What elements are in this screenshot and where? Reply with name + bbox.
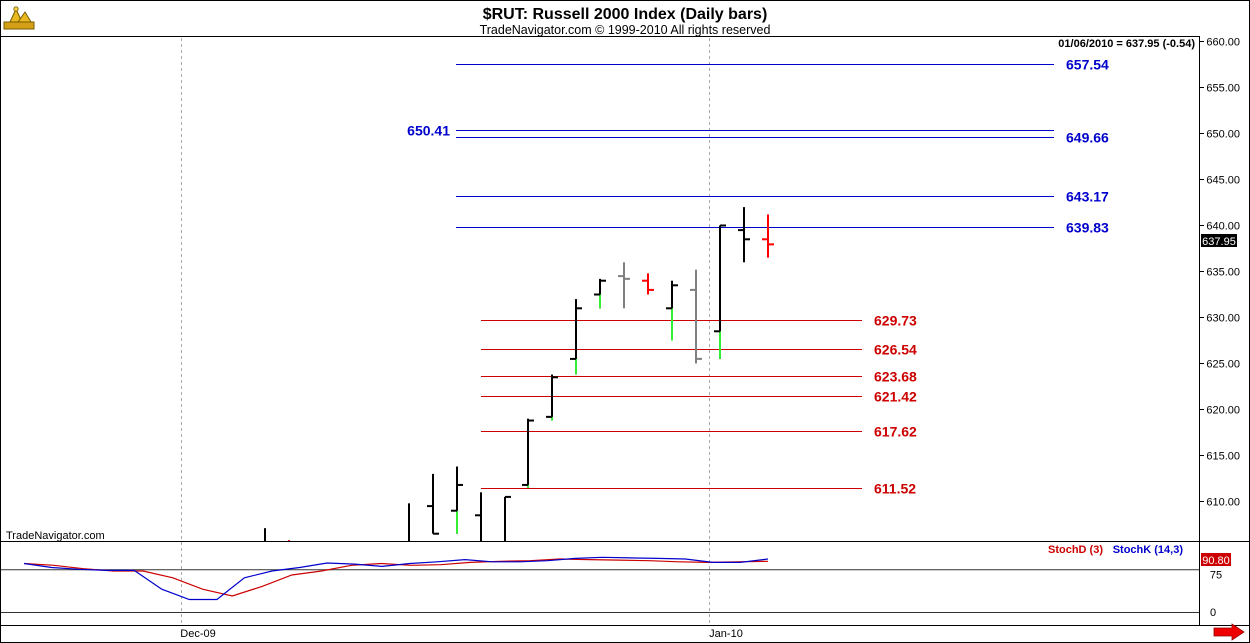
price-bar: [690, 269, 702, 364]
price-tick-label: 630.00: [1206, 313, 1240, 325]
price-bar: [738, 207, 750, 263]
stoch-tick-label: 0: [1210, 607, 1216, 619]
support-label: 629.73: [874, 313, 917, 329]
price-tick-label: 625.00: [1206, 359, 1240, 371]
last-quote-readout: 01/06/2010 = 637.95 (-0.54): [1058, 38, 1195, 50]
support-label: 611.52: [874, 481, 916, 497]
stoch-value-tag: [1201, 553, 1231, 566]
price-tick-label: 650.00: [1206, 129, 1240, 141]
price-bar: [427, 473, 439, 535]
stochastic-panel: 75 0: [1, 556, 1222, 619]
price-bar: [666, 280, 678, 341]
support-label: 623.68: [874, 369, 917, 385]
time-axis-labels: Dec-09 Jan-10: [180, 628, 743, 640]
price-bar: [504, 495, 511, 541]
resistance-label: 657.54: [1066, 57, 1109, 73]
stoch-tick-label: 75: [1210, 569, 1222, 581]
chart-subtitle: TradeNavigator.com © 1999-2010 All right…: [480, 23, 771, 37]
resistance-label: 650.41: [407, 123, 450, 139]
price-tick-label: 615.00: [1206, 451, 1240, 463]
price-tick-label: 645.00: [1206, 175, 1240, 187]
resistance-label: 639.83: [1066, 220, 1109, 236]
price-bar: [642, 273, 654, 295]
price-bar: [762, 214, 774, 258]
watermark-text: TradeNavigator.com: [6, 530, 105, 542]
price-levels: 657.54 650.41 649.66 643.17 639.83 629.73 626.…: [407, 57, 1109, 497]
chart-title: $RUT: Russell 2000 Index (Daily bars): [483, 6, 768, 23]
last-price-tag: [1201, 234, 1237, 247]
resistance-label: 649.66: [1066, 130, 1109, 146]
tradenavigator-logo-icon: [3, 6, 35, 30]
price-bar: [475, 492, 482, 541]
support-label: 621.42: [874, 389, 917, 405]
stoch-k-line: [23, 556, 769, 601]
stoch-value-tag-label: 90.80: [1202, 555, 1230, 567]
scroll-right-arrow-icon[interactable]: [1213, 623, 1245, 641]
price-tick-label: 655.00: [1206, 83, 1240, 95]
price-bar: [546, 374, 558, 421]
resistance-label: 643.17: [1066, 189, 1109, 205]
price-tick-label: 610.00: [1206, 497, 1240, 509]
price-bar: [451, 466, 463, 534]
time-axis-label: Dec-09: [180, 628, 215, 640]
price-tick-label: 660.00: [1206, 37, 1240, 49]
price-bars: [264, 207, 774, 541]
support-label: 626.54: [874, 342, 917, 358]
last-price-tag-label: 637.95: [1202, 236, 1236, 248]
price-bar: [570, 299, 582, 375]
price-bar: [714, 224, 726, 359]
price-tick-label: 635.00: [1206, 267, 1240, 279]
legend-stoch-d: StochD (3): [1048, 544, 1103, 556]
support-label: 617.62: [874, 424, 917, 440]
price-bar: [594, 278, 606, 309]
price-bar: [618, 262, 630, 309]
price-bar: [522, 418, 534, 488]
vertical-gridlines: [181, 38, 710, 624]
price-tick-label: 620.00: [1206, 405, 1240, 417]
price-axis-ticks: 610.00 615.00 620.00 625.00 630.00 635.00 640.…: [1199, 37, 1240, 509]
legend-stoch-k: StochK (14,3): [1113, 544, 1184, 556]
price-tick-label: 640.00: [1206, 221, 1240, 233]
time-axis-label: Jan-10: [709, 628, 743, 640]
